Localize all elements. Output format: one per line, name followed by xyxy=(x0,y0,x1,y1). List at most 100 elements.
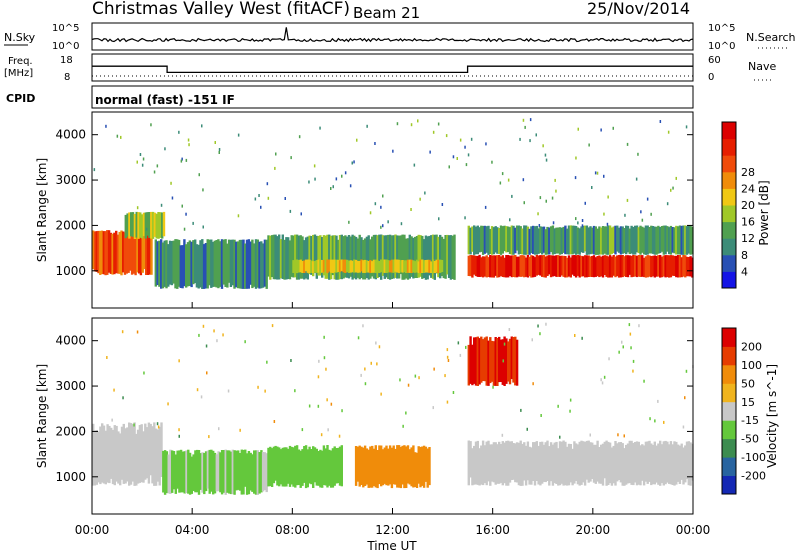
velocity-speckle xyxy=(617,433,619,437)
power-cell xyxy=(490,255,494,278)
power-cell xyxy=(471,226,474,252)
power-speckle xyxy=(356,138,358,142)
power-cell xyxy=(626,225,630,253)
power-cell xyxy=(428,259,431,273)
velocity-speckle xyxy=(362,324,364,328)
velocity-speckle xyxy=(532,382,534,386)
power-cell xyxy=(433,261,436,273)
velocity-cell xyxy=(560,441,563,484)
velocity-cell xyxy=(324,448,327,486)
power-cell xyxy=(399,260,403,272)
power-colorbar-tick: 28 xyxy=(741,166,755,179)
velocity-cell xyxy=(113,425,116,486)
power-speckle xyxy=(459,138,462,142)
velocity-cell xyxy=(514,336,517,386)
velocity-speckle xyxy=(459,353,462,357)
power-cell xyxy=(374,259,377,274)
power-cell xyxy=(539,226,542,254)
power-colorbar-swatch xyxy=(722,221,736,239)
velocity-cell xyxy=(390,447,394,489)
power-cell xyxy=(532,255,535,278)
velocity-cell xyxy=(383,447,386,484)
power-cell xyxy=(157,212,160,239)
freq-label: Freq. xyxy=(8,56,33,67)
power-cell xyxy=(435,259,438,273)
power-cell xyxy=(485,255,488,278)
power-speckle xyxy=(596,171,599,175)
power-cell xyxy=(566,257,569,278)
power-cell xyxy=(630,255,633,278)
velocity-speckle xyxy=(622,345,624,349)
velocity-cell xyxy=(406,445,410,484)
power-speckle xyxy=(537,227,539,231)
velocity-cell xyxy=(469,336,472,384)
power-cell xyxy=(433,234,436,280)
power-speckle xyxy=(544,153,547,157)
power-cell xyxy=(127,232,130,273)
velocity-cell xyxy=(197,450,201,495)
power-cell xyxy=(607,256,610,278)
power-cell xyxy=(641,226,644,253)
velocity-cell xyxy=(338,446,342,486)
power-cell xyxy=(125,233,128,274)
power-speckle xyxy=(539,196,542,200)
velocity-cell xyxy=(151,426,154,484)
xtick-label: 00:00 xyxy=(676,523,711,537)
velocity-speckle xyxy=(601,381,604,385)
cpid-panel xyxy=(91,85,694,109)
power-speckle xyxy=(591,186,593,189)
velocity-cell xyxy=(635,441,639,486)
velocity-cell xyxy=(149,423,152,476)
power-cell xyxy=(691,257,694,278)
velocity-speckle xyxy=(581,336,583,340)
power-cell xyxy=(310,236,313,275)
power-cell xyxy=(440,236,444,277)
power-cell xyxy=(405,238,408,279)
velocity-colorbar: 200 100 50 15 -15 -50 -100 -200 xyxy=(721,327,766,495)
power-speckle xyxy=(93,168,96,172)
power-cell xyxy=(673,227,676,254)
power-cell xyxy=(342,259,345,273)
power-cell xyxy=(211,241,215,287)
power-cell xyxy=(123,232,127,275)
velocity-cell xyxy=(587,440,590,483)
power-cell xyxy=(144,212,147,239)
velocity-cell xyxy=(548,446,551,486)
velocity-cell xyxy=(521,443,524,486)
power-speckle xyxy=(575,217,577,221)
power-speckle xyxy=(635,177,638,181)
power-cell xyxy=(440,260,444,272)
power-cell xyxy=(315,235,318,279)
power-cell xyxy=(528,228,531,255)
velocity-speckle xyxy=(447,359,450,362)
velocity-cell xyxy=(190,456,193,494)
velocity-cell xyxy=(399,446,403,489)
power-cell xyxy=(371,236,374,277)
power-cell xyxy=(299,259,302,273)
velocity-echo-band xyxy=(267,445,343,489)
power-cell xyxy=(558,255,562,277)
power-speckle xyxy=(183,227,186,231)
power-cell xyxy=(426,259,429,273)
power-speckle xyxy=(529,118,532,122)
velocity-colorbar-tick: 15 xyxy=(741,396,755,409)
power-cell xyxy=(610,227,614,254)
power-cell xyxy=(587,227,590,255)
velocity-cell xyxy=(363,445,367,486)
velocity-cell xyxy=(528,446,531,485)
xtick-label: 12:00 xyxy=(375,523,410,537)
velocity-speckle xyxy=(178,428,180,432)
power-cell xyxy=(301,236,304,279)
power-speckle xyxy=(522,178,525,182)
velocity-cell xyxy=(592,444,596,483)
velocity-cell xyxy=(619,442,623,483)
power-cell xyxy=(202,244,206,289)
power-cell xyxy=(116,234,120,274)
power-speckle xyxy=(639,227,641,231)
power-cell xyxy=(566,228,569,255)
power-speckle xyxy=(374,202,377,206)
velocity-cell xyxy=(169,449,172,494)
velocity-cell xyxy=(242,449,245,495)
velocity-cell xyxy=(185,450,188,494)
velocity-cell xyxy=(403,445,406,489)
